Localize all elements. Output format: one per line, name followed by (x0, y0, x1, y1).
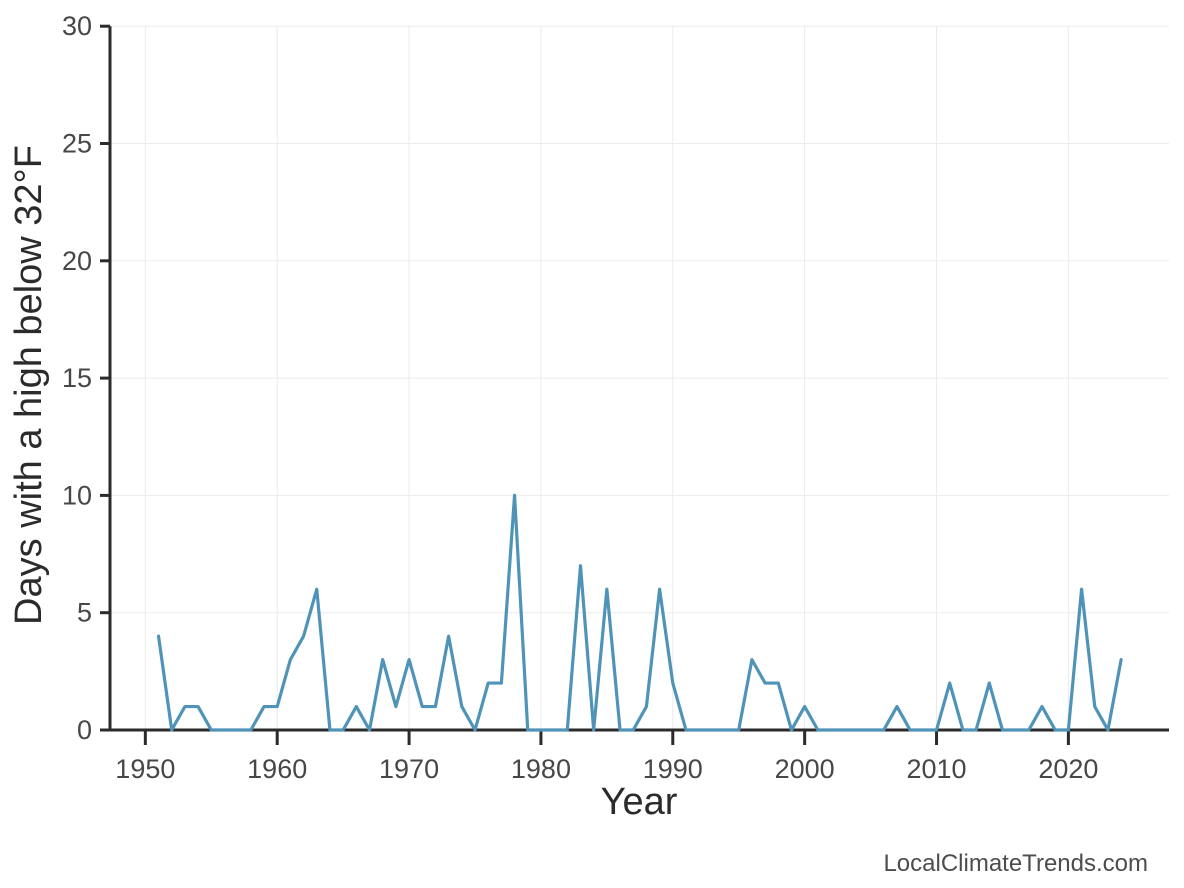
svg-text:Days with a high below 32°F: Days with a high below 32°F (8, 145, 50, 625)
svg-text:2000: 2000 (775, 754, 835, 784)
svg-text:2020: 2020 (1038, 754, 1098, 784)
svg-text:1950: 1950 (115, 754, 175, 784)
svg-text:20: 20 (62, 246, 92, 276)
svg-text:1980: 1980 (511, 754, 571, 784)
svg-text:10: 10 (62, 480, 92, 510)
svg-text:LocalClimateTrends.com: LocalClimateTrends.com (883, 850, 1148, 877)
svg-text:2010: 2010 (906, 754, 966, 784)
svg-text:30: 30 (62, 11, 92, 41)
svg-text:15: 15 (62, 363, 92, 393)
svg-text:Year: Year (601, 781, 678, 823)
svg-text:0: 0 (77, 715, 92, 745)
svg-text:1990: 1990 (643, 754, 703, 784)
svg-text:1970: 1970 (379, 754, 439, 784)
svg-text:5: 5 (77, 598, 92, 628)
svg-text:25: 25 (62, 129, 92, 159)
svg-text:1960: 1960 (247, 754, 307, 784)
